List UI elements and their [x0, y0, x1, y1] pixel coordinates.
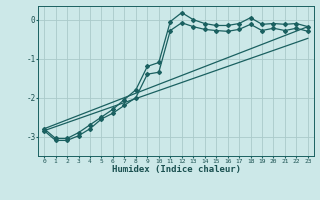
X-axis label: Humidex (Indice chaleur): Humidex (Indice chaleur): [111, 165, 241, 174]
